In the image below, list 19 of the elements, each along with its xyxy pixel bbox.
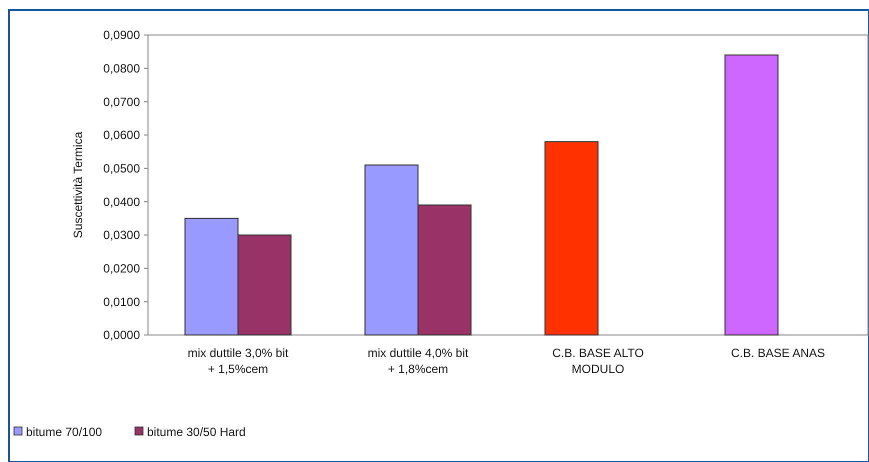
y-tick-label: 0,0100	[103, 294, 140, 309]
y-tick-label: 0,0400	[103, 194, 140, 209]
bar	[724, 54, 778, 336]
y-axis-title: Suscettività Termica	[71, 131, 85, 238]
x-tick-label: C.B. BASE ANAS	[730, 346, 826, 360]
legend-label: bitume 30/50 Hard	[147, 425, 246, 440]
y-tick-label: 0,0300	[103, 228, 140, 242]
bar	[544, 141, 598, 336]
y-tick-label: 0,0600	[103, 128, 140, 142]
y-tick-label: 0,0500	[103, 162, 140, 176]
x-tick-label: C.B. BASE ALTO MODULO	[552, 346, 644, 376]
y-tick-label: 0,0700	[103, 94, 140, 109]
y-tick-label: 0,0000	[103, 328, 140, 342]
legend-label: bitume 70/100	[26, 425, 102, 440]
x-tick-label: mix duttile 3,0% bit + 1,5%cem	[188, 346, 290, 376]
y-tick-label: 0,0800	[103, 62, 140, 76]
y-tick-label: 0,0900	[103, 28, 140, 42]
x-tick-label: mix duttile 4,0% bit + 1,8%cem	[368, 346, 470, 376]
y-tick-label: 0,0200	[103, 262, 140, 276]
